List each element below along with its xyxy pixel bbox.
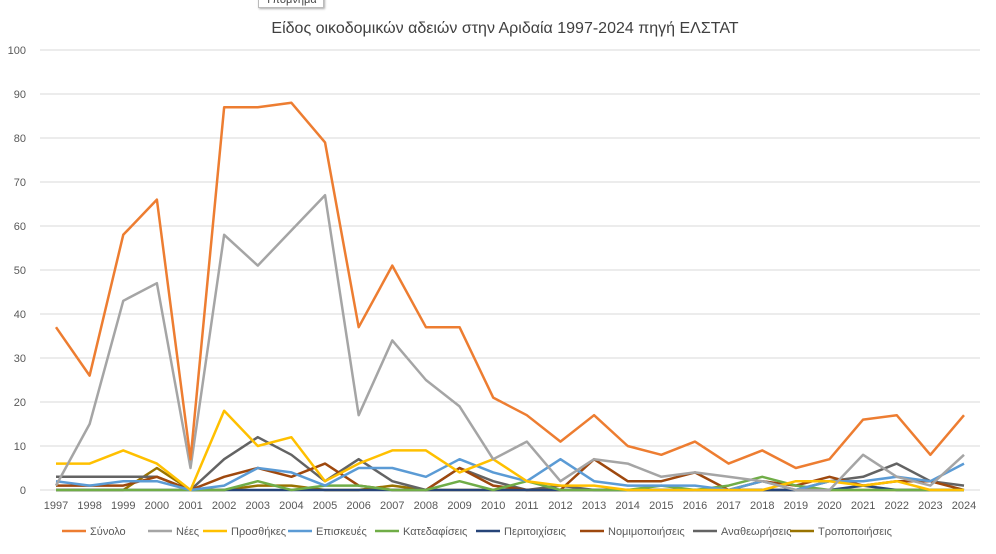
legend-label: Σύνολο (90, 526, 126, 538)
x-tick-label: 2016 (683, 500, 707, 512)
legend-label: Νομιμοποιήσεις (608, 526, 685, 538)
x-tick-label: 2017 (716, 500, 740, 512)
legend-item: Προσθήκες (203, 526, 286, 538)
x-tick-label: 2014 (615, 500, 639, 512)
x-tick-label: 2001 (178, 500, 202, 512)
y-tick-label: 10 (14, 441, 26, 453)
x-tick-label: 2007 (380, 500, 404, 512)
y-tick-label: 90 (14, 89, 26, 101)
series-line-Επισκευές (55, 457, 965, 492)
y-tick-label: 0 (20, 485, 26, 497)
legend-label: Κατεδαφίσεις (403, 526, 467, 538)
chart-title: Είδος οικοδομικών αδειών στην Αριδαία 19… (271, 20, 738, 37)
y-tick-label: 20 (14, 397, 26, 409)
x-tick-label: 1997 (44, 500, 68, 512)
y-tick-label: 50 (14, 265, 26, 277)
legend-item: Περιτοιχίσεις (476, 526, 566, 538)
y-tick-label: 100 (8, 45, 26, 57)
y-tick-label: 60 (14, 221, 26, 233)
series-line-Νέες (54, 193, 965, 492)
legend-label: Τροποποιήσεις (818, 526, 892, 538)
x-tick-label: 2020 (817, 500, 841, 512)
legend-item: Νέες (148, 526, 199, 538)
y-tick-label: 70 (14, 177, 26, 189)
legend-item: Επισκευές (288, 526, 367, 538)
y-tick-label: 30 (14, 353, 26, 365)
x-tick-label: 2023 (918, 500, 942, 512)
series-line-Προσθήκες (56, 409, 964, 492)
legend-label: Αναθεωρήσεις (721, 526, 791, 538)
x-tick-label: 2024 (952, 500, 976, 512)
x-tick-label: 2015 (649, 500, 673, 512)
legend-label: Προσθήκες (231, 526, 286, 538)
x-tick-label: 2003 (246, 500, 270, 512)
x-tick-label: 2000 (145, 500, 169, 512)
x-tick-label: 2004 (279, 500, 303, 512)
x-tick-label: 2021 (851, 500, 875, 512)
y-tick-label: 80 (14, 133, 26, 145)
x-tick-label: 2009 (447, 500, 471, 512)
x-tick-label: 2019 (784, 500, 808, 512)
x-tick-label: 1998 (77, 500, 101, 512)
legend-label: Νέες (176, 526, 199, 538)
legend-item: Σύνολο (62, 526, 126, 538)
x-tick-label: 2011 (515, 500, 539, 512)
legend-item: Νομιμοποιήσεις (580, 526, 685, 538)
y-tick-label: 40 (14, 309, 26, 321)
x-tick-label: 2013 (582, 500, 606, 512)
x-tick-label: 2002 (212, 500, 236, 512)
x-tick-label: 2012 (548, 500, 572, 512)
legend-item: Κατεδαφίσεις (375, 526, 467, 538)
legend-item: Τροποποιήσεις (790, 526, 892, 538)
legend-label: Περιτοιχίσεις (504, 526, 566, 538)
x-tick-label: 2008 (414, 500, 438, 512)
x-tick-label: 2005 (313, 500, 337, 512)
series-line-Κατεδαφίσεις (56, 475, 964, 492)
series-line-Σύνολο (54, 101, 965, 470)
legend-label: Επισκευές (316, 526, 367, 538)
x-tick-label: 2022 (884, 500, 908, 512)
x-tick-label: 1999 (111, 500, 135, 512)
x-tick-label: 2006 (346, 500, 370, 512)
legend-item: Αναθεωρήσεις (693, 526, 791, 538)
x-tick-label: 2018 (750, 500, 774, 512)
x-tick-label: 2010 (481, 500, 505, 512)
legend-tooltip: Υπόμνημα (258, 0, 324, 8)
